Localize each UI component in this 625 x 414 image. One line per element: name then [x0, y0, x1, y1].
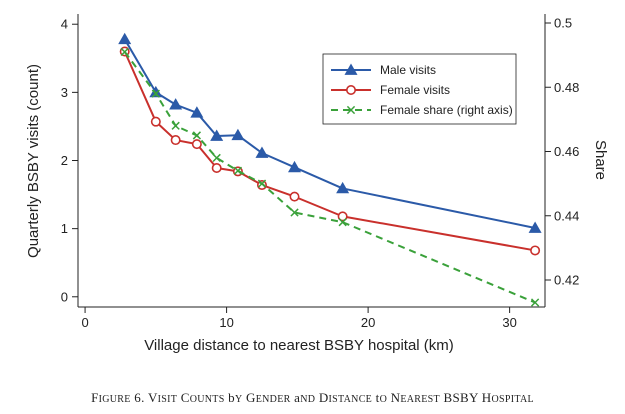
data-point	[231, 128, 245, 141]
series-line	[123, 51, 536, 252]
data-point	[170, 135, 181, 146]
y-right-tick-label: 0.48	[554, 80, 579, 95]
data-point	[151, 89, 160, 98]
figure-caption: FIGURE 6. VISIT COUNTS bY GENDER aND DIS…	[0, 390, 625, 406]
y-axis-left: 0 1 2 3 4	[61, 17, 78, 304]
data-point	[288, 160, 302, 173]
data-point	[289, 191, 300, 202]
y-right-tick-label: 0.44	[554, 208, 579, 223]
data-point	[290, 208, 299, 217]
data-point	[210, 129, 224, 141]
data-point	[190, 106, 204, 118]
legend-marker	[345, 85, 356, 96]
data-point	[338, 218, 347, 227]
data-point	[192, 131, 202, 140]
legend-label: Female share (right axis)	[380, 103, 513, 117]
x-tick-label: 30	[502, 315, 516, 330]
legend: Male visits Female visits Female share (ri…	[322, 53, 517, 125]
data-point	[530, 245, 541, 256]
data-point	[191, 139, 202, 150]
data-point	[150, 116, 161, 127]
legend-item: Male visits	[331, 63, 436, 77]
data-point	[169, 98, 183, 110]
y-right-tick-label: 0.42	[554, 273, 579, 288]
caption-prefix: FIGURE 6.	[91, 390, 145, 405]
data-point	[120, 47, 129, 57]
series-male-visits	[118, 32, 542, 233]
y-left-tick-label: 1	[61, 221, 68, 236]
x-axis-title: Village distance to nearest BSBY hospita…	[144, 337, 454, 354]
legend-label: Male visits	[380, 63, 436, 77]
data-point	[528, 221, 542, 233]
caption-title: VISIT COUNTS bY GENDER aND DISTANCE tO N…	[147, 390, 534, 405]
data-point	[211, 162, 222, 173]
data-point	[171, 121, 180, 130]
data-point	[118, 32, 132, 45]
legend-marker	[344, 63, 358, 75]
data-point	[257, 179, 267, 188]
series-layer	[118, 32, 542, 307]
x-tick-label: 20	[361, 315, 375, 330]
data-point	[530, 298, 540, 307]
y-left-tick-label: 4	[61, 17, 68, 32]
data-point	[336, 181, 350, 194]
y-left-tick-label: 2	[61, 153, 68, 168]
y-left-tick-label: 3	[61, 85, 68, 100]
y-right-tick-label: 0.5	[554, 15, 572, 30]
legend-item: Female share (right axis)	[331, 103, 513, 117]
y-axis-title-right: Share	[592, 140, 609, 180]
y-right-tick-label: 0.46	[554, 144, 579, 159]
data-point	[337, 211, 348, 222]
y-axis-right: 0.42 0.44 0.46 0.48 0.5	[545, 15, 579, 288]
y-left-tick-label: 0	[61, 289, 68, 304]
x-tick-label: 10	[219, 315, 233, 330]
data-point	[255, 146, 269, 158]
chart: 0 10 20 30 0 1 2 3 4 0.42 0.44 0.46 0.48 0.5 Male v…	[25, 14, 609, 354]
y-axis-title-left: Quarterly BSBY visits (count)	[25, 64, 42, 258]
legend-item: Female visits	[331, 83, 450, 97]
x-tick-label: 0	[81, 315, 88, 330]
x-axis: 0 10 20 30	[81, 307, 517, 330]
series-line	[123, 38, 536, 229]
data-point	[233, 166, 243, 175]
data-point	[149, 85, 163, 98]
legend-label: Female visits	[380, 83, 450, 97]
legend-marker	[346, 105, 356, 115]
data-point	[212, 153, 221, 163]
series-female-share-right-axis	[120, 47, 540, 307]
